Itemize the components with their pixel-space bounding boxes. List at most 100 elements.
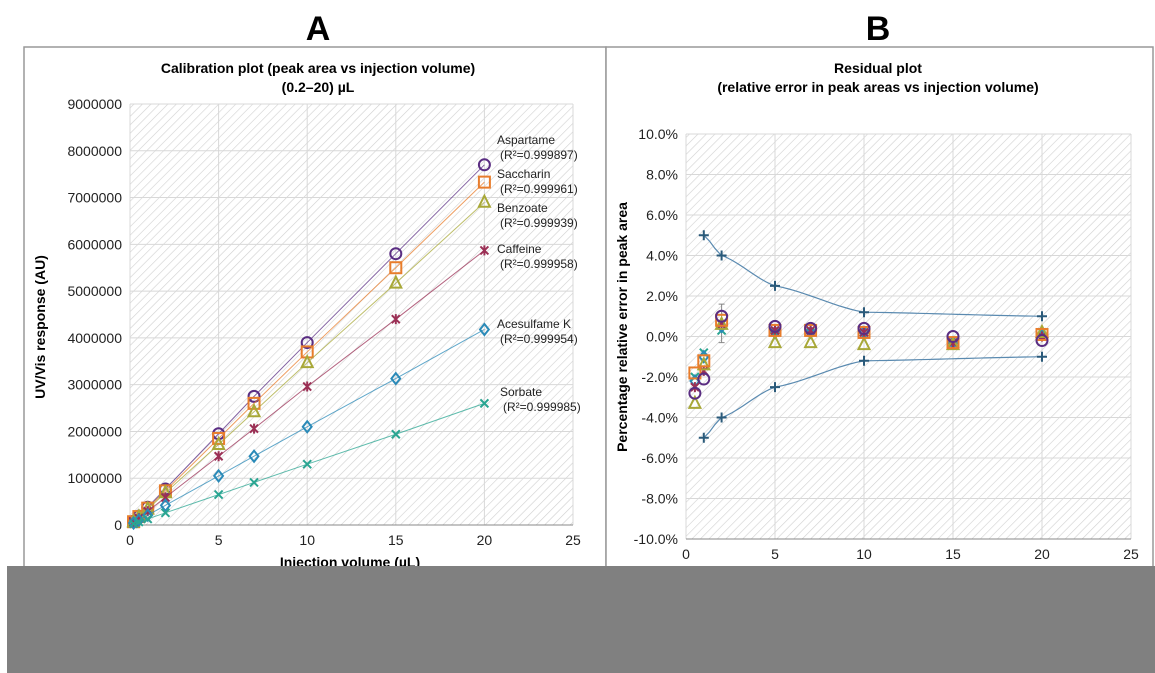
data-point xyxy=(160,508,171,518)
data-point xyxy=(247,396,261,410)
residual-point xyxy=(857,321,871,335)
data-point xyxy=(159,498,172,513)
data-point xyxy=(388,274,403,289)
data-point xyxy=(212,468,225,483)
residual-point xyxy=(767,333,783,349)
panel-a-letter: A xyxy=(306,10,331,48)
residual-point xyxy=(697,372,711,386)
y-tick-label: 9000000 xyxy=(67,96,122,112)
x-tick-label: 20 xyxy=(477,532,493,548)
panel-b-letter: B xyxy=(866,10,891,48)
y-tick-label: 4000000 xyxy=(67,330,122,346)
series-label: Saccharin xyxy=(497,167,550,181)
residual-point xyxy=(715,309,729,323)
y-tick-label: 6.0% xyxy=(646,207,678,223)
y-tick-label: 1000000 xyxy=(67,470,122,486)
y-tick-label: -8.0% xyxy=(641,491,678,507)
data-point xyxy=(389,261,403,275)
residual-point xyxy=(1034,323,1050,338)
data-point xyxy=(213,451,224,462)
data-point xyxy=(479,245,490,256)
lower-limit-point xyxy=(770,382,780,393)
data-point xyxy=(249,477,259,488)
residual-point xyxy=(946,330,960,343)
chart-a-plot: 0 1000000 2000000 3000000 4000000 5000000 6000… xyxy=(67,96,581,548)
y-tick-label: 10.0% xyxy=(638,126,678,142)
upper-limit-point xyxy=(716,250,727,261)
series-r2-label: (R²=0.999958) xyxy=(500,257,578,271)
y-tick-label: 2000000 xyxy=(67,423,122,439)
data-point xyxy=(478,322,491,337)
x-tick-label: 10 xyxy=(299,532,315,548)
y-tick-label: 5000000 xyxy=(67,283,122,299)
series-label: Caffeine xyxy=(497,242,542,256)
data-point xyxy=(391,314,401,325)
plot-area-background xyxy=(130,104,573,525)
upper-limit-curve xyxy=(703,234,1043,317)
x-tick-label: 25 xyxy=(1123,546,1139,562)
upper-limit-point xyxy=(698,230,709,241)
data-point xyxy=(391,429,401,439)
data-point xyxy=(128,519,139,529)
residual-point xyxy=(688,366,702,380)
y-tick-label: -6.0% xyxy=(641,450,678,466)
residual-point xyxy=(856,335,872,351)
residual-point xyxy=(946,336,960,350)
data-point xyxy=(246,403,262,418)
data-point xyxy=(302,381,312,392)
lower-limit-point xyxy=(698,432,709,443)
residual-point xyxy=(770,325,780,336)
series-label: Acesulfame K xyxy=(497,317,571,331)
chart-a-subtitle: (0.2–20) µL xyxy=(282,79,355,95)
residual-point xyxy=(714,315,729,330)
series-r2-label: (R²=0.999985) xyxy=(503,400,581,414)
y-tick-label: 0.0% xyxy=(646,329,678,345)
y-tick-label: 7000000 xyxy=(67,190,122,206)
y-tick-label: 2.0% xyxy=(646,288,678,304)
residual-point xyxy=(1035,334,1049,348)
chart-b-title: Residual plot xyxy=(834,60,922,76)
residual-point xyxy=(768,323,782,337)
data-point xyxy=(247,389,261,403)
residual-point xyxy=(803,333,818,349)
series-r2-label: (R²=0.999961) xyxy=(500,182,578,196)
y-tick-label: 3000000 xyxy=(67,377,122,393)
data-point xyxy=(300,353,315,369)
data-point xyxy=(211,435,226,451)
x-tick-label: 0 xyxy=(682,546,690,562)
series-label: Benzoate xyxy=(497,201,548,215)
residual-point xyxy=(857,325,871,339)
chart-b-subtitle: (relative error in peak areas vs injecti… xyxy=(717,79,1038,95)
series-label: Sorbate xyxy=(500,385,542,399)
data-point xyxy=(302,459,312,469)
x-tick-label: 0 xyxy=(126,532,134,548)
data-point xyxy=(477,158,491,172)
x-tick-label: 15 xyxy=(945,546,961,562)
y-tick-label: -2.0% xyxy=(641,369,678,385)
data-point xyxy=(300,336,314,350)
data-point xyxy=(389,247,403,261)
lower-limit-point xyxy=(716,412,727,423)
chart-a-ylabel: UV/Vis response (AU) xyxy=(32,255,48,399)
residual-point xyxy=(696,356,711,371)
x-tick-label: 10 xyxy=(856,546,872,562)
gray-cover-bar xyxy=(7,566,1155,673)
x-tick-label: 20 xyxy=(1034,546,1050,562)
residual-point xyxy=(804,321,818,335)
data-point xyxy=(477,193,492,208)
residual-point xyxy=(859,327,869,338)
chart-b-plot: -10.0% -8.0% -6.0% -4.0% -2.0% 0.0% 2.0% 4.0% 6.… xyxy=(634,126,1139,562)
data-point xyxy=(213,489,224,500)
y-tick-label: -4.0% xyxy=(641,410,678,426)
data-point xyxy=(479,398,490,409)
residual-point xyxy=(945,335,961,351)
residual-point xyxy=(1035,327,1049,341)
residual-point xyxy=(687,394,703,409)
series-label: Aspartame xyxy=(497,133,555,147)
residual-point xyxy=(715,313,729,327)
chart-b-ylabel: Percentage relative error in peak area xyxy=(614,202,630,452)
data-point xyxy=(134,517,144,527)
data-point xyxy=(477,175,491,189)
series-r2-label: (R²=0.999939) xyxy=(500,216,578,230)
